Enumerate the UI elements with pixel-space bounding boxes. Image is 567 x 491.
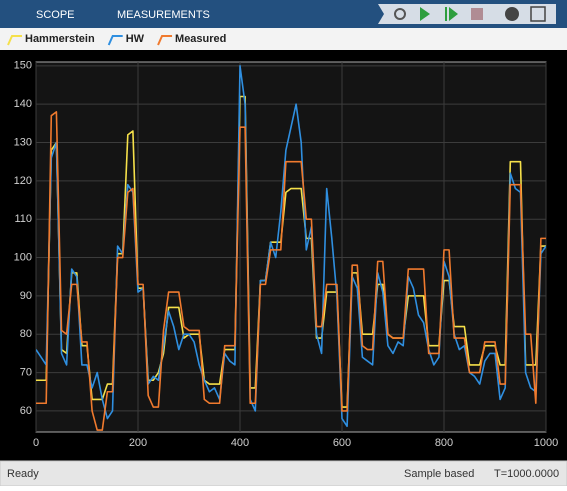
y-tick-label: 80	[20, 328, 32, 340]
help-icon[interactable]	[505, 7, 519, 21]
y-tick-label: 120	[14, 175, 32, 187]
series-line	[36, 111, 546, 431]
legend-bar	[0, 28, 567, 50]
legend-label: HW	[126, 33, 145, 45]
y-tick-label: 70	[20, 366, 32, 378]
plot-lines	[36, 65, 546, 431]
legend-swatch	[157, 35, 173, 46]
toolbar-icons	[378, 4, 556, 24]
x-tick-label: 0	[33, 437, 39, 449]
legend-swatch	[107, 35, 123, 46]
y-tick-label: 140	[14, 98, 32, 110]
settings-icon[interactable]	[394, 8, 406, 20]
y-tick-label: 110	[14, 213, 32, 225]
tab[interactable]: MEASUREMENTS	[117, 9, 210, 21]
tab[interactable]: SCOPE	[36, 9, 75, 21]
tick-labels: 60 70 80 90 100 110 120 130 140 150 0 200 400 600 800 1…	[14, 60, 559, 449]
status-time: T=1000.0000	[494, 468, 559, 480]
x-tick-label: 800	[435, 437, 453, 449]
y-tick-label: 150	[14, 60, 32, 72]
status-bar	[0, 460, 567, 487]
x-tick-label: 200	[129, 437, 147, 449]
series-line	[36, 65, 546, 428]
legend-label: Hammerstein	[25, 33, 95, 45]
stop-icon[interactable]	[471, 8, 483, 20]
legend: Hammerstein HW Measured	[7, 33, 226, 46]
series-line	[36, 95, 546, 408]
y-tick-label: 60	[20, 405, 32, 417]
step-icon[interactable]	[445, 7, 458, 21]
undock-icon[interactable]	[530, 6, 546, 22]
x-tick-label: 1000	[534, 437, 558, 449]
x-tick-label: 600	[333, 437, 351, 449]
legend-label: Measured	[175, 33, 226, 45]
y-tick-label: 90	[20, 290, 32, 302]
y-tick-label: 130	[14, 136, 32, 148]
run-icon[interactable]	[420, 7, 430, 21]
legend-swatch	[7, 35, 22, 46]
status-mode: Sample based	[404, 468, 474, 480]
y-tick-label: 100	[14, 251, 32, 263]
x-tick-label: 400	[231, 437, 249, 449]
status-text: Ready	[7, 468, 39, 480]
